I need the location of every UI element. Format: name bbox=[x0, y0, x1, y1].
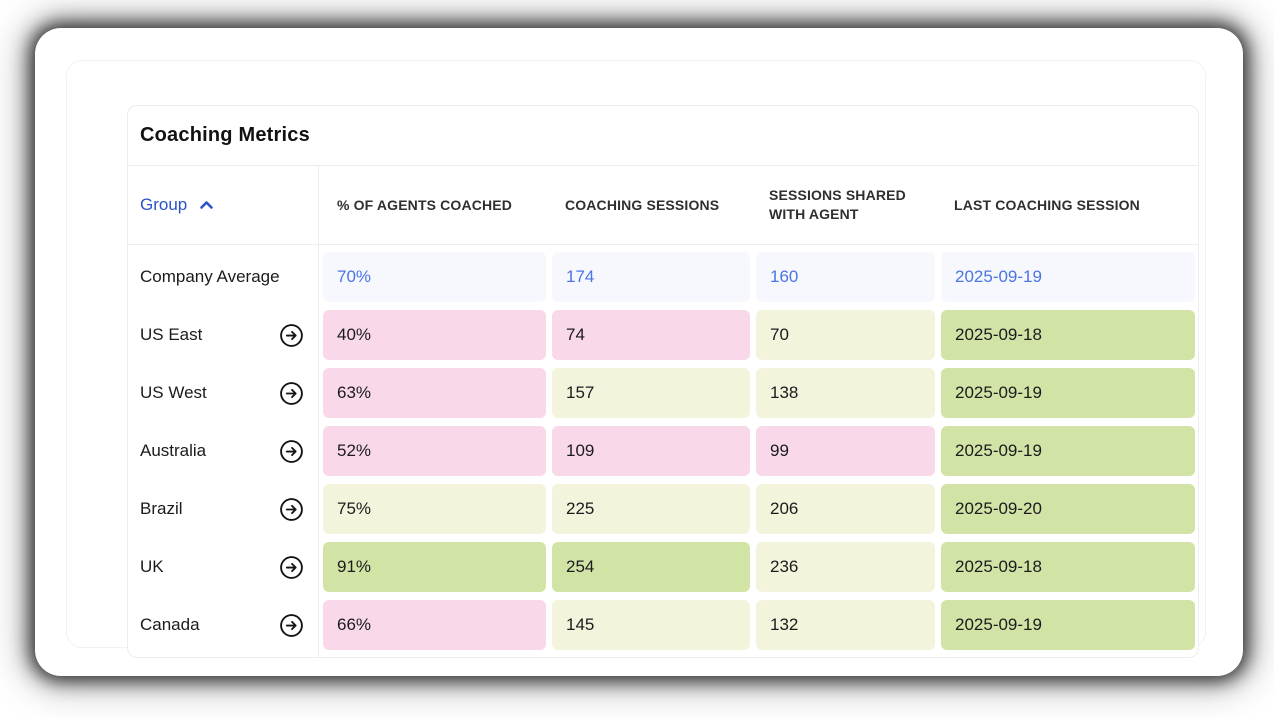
row-label: Brazil bbox=[140, 499, 183, 518]
arrow-circle-right-icon bbox=[279, 497, 303, 521]
metric-cell: 52% bbox=[323, 426, 546, 476]
metric-cell: 145 bbox=[552, 600, 750, 650]
row-label: US East bbox=[140, 325, 203, 344]
metric-cell: 138 bbox=[756, 368, 935, 418]
metric-cell: 74 bbox=[552, 310, 750, 360]
metric-cell: 66% bbox=[323, 600, 546, 650]
drilldown-button[interactable] bbox=[278, 612, 304, 638]
row-header: Canada bbox=[128, 600, 318, 650]
column-header-group[interactable]: Group bbox=[128, 195, 318, 215]
column-header-label: SESSIONS SHARED WITH AGENT bbox=[769, 187, 906, 222]
arrow-circle-right-icon bbox=[279, 613, 303, 637]
drilldown-button[interactable] bbox=[278, 380, 304, 406]
row-header: Australia bbox=[128, 426, 318, 476]
metric-cell: 63% bbox=[323, 368, 546, 418]
table-row: US West 63% 157 138 2025-09-19 bbox=[128, 368, 1198, 418]
metric-cell: 254 bbox=[552, 542, 750, 592]
column-header-last-session[interactable]: LAST COACHING SESSION bbox=[940, 196, 1198, 215]
column-header-sessions-shared[interactable]: SESSIONS SHARED WITH AGENT bbox=[755, 186, 940, 224]
row-label: UK bbox=[140, 557, 164, 576]
card-title-block: Coaching Metrics bbox=[128, 106, 1198, 166]
card-title: Coaching Metrics bbox=[140, 124, 310, 146]
metric-cell: 157 bbox=[552, 368, 750, 418]
table-row: Australia 52% 109 99 2025-09-19 bbox=[128, 426, 1198, 476]
table-row: Brazil 75% 225 206 2025-09-20 bbox=[128, 484, 1198, 534]
arrow-circle-right-icon bbox=[279, 555, 303, 579]
table-row: UK 91% 254 236 2025-09-18 bbox=[128, 542, 1198, 592]
row-header: Brazil bbox=[128, 484, 318, 534]
metric-cell: 160 bbox=[756, 252, 935, 302]
metric-cell: 75% bbox=[323, 484, 546, 534]
drilldown-button[interactable] bbox=[278, 496, 304, 522]
column-header-agents-coached[interactable]: % OF AGENTS COACHED bbox=[323, 196, 551, 215]
metric-cell: 2025-09-18 bbox=[941, 310, 1195, 360]
drilldown-button[interactable] bbox=[278, 322, 304, 348]
column-header-coaching-sessions[interactable]: COACHING SESSIONS bbox=[551, 196, 755, 215]
sort-ascending-icon bbox=[200, 201, 214, 209]
app-card: Coaching Metrics Group % OF AGENTS COACH… bbox=[35, 28, 1243, 676]
column-header-group-label: Group bbox=[140, 195, 188, 214]
metric-cell: 174 bbox=[552, 252, 750, 302]
drilldown-button[interactable] bbox=[278, 438, 304, 464]
metric-cell: 2025-09-19 bbox=[941, 426, 1195, 476]
table-row: US East 40% 74 70 2025-09-18 bbox=[128, 310, 1198, 360]
column-header-label: LAST COACHING SESSION bbox=[954, 196, 1140, 213]
table-body: Company Average 70% 174 160 2025-09-19 U… bbox=[128, 245, 1198, 650]
group-column-divider bbox=[318, 166, 319, 657]
metric-cell: 99 bbox=[756, 426, 935, 476]
row-header: Company Average bbox=[128, 252, 318, 302]
metric-cell: 2025-09-20 bbox=[941, 484, 1195, 534]
row-label: US West bbox=[140, 383, 207, 402]
metric-cell: 70 bbox=[756, 310, 935, 360]
metric-cell: 91% bbox=[323, 542, 546, 592]
row-label: Company Average bbox=[140, 267, 280, 286]
column-header-label: COACHING SESSIONS bbox=[565, 196, 720, 213]
metric-cell: 236 bbox=[756, 542, 935, 592]
metric-cell: 2025-09-19 bbox=[941, 252, 1195, 302]
arrow-circle-right-icon bbox=[279, 323, 303, 347]
metric-cell: 2025-09-19 bbox=[941, 368, 1195, 418]
column-header-label: % OF AGENTS COACHED bbox=[337, 196, 513, 213]
metric-cell: 206 bbox=[756, 484, 935, 534]
content-panel: Coaching Metrics Group % OF AGENTS COACH… bbox=[66, 60, 1206, 658]
table-row-company-average: Company Average 70% 174 160 2025-09-19 bbox=[128, 252, 1198, 302]
metric-cell: 2025-09-19 bbox=[941, 600, 1195, 650]
row-header: UK bbox=[128, 542, 318, 592]
arrow-circle-right-icon bbox=[279, 439, 303, 463]
row-label: Canada bbox=[140, 615, 200, 634]
coaching-metrics-card: Coaching Metrics Group % OF AGENTS COACH… bbox=[127, 105, 1199, 658]
table-row: Canada 66% 145 132 2025-09-19 bbox=[128, 600, 1198, 650]
row-header: US West bbox=[128, 368, 318, 418]
drilldown-button[interactable] bbox=[278, 554, 304, 580]
arrow-circle-right-icon bbox=[279, 381, 303, 405]
metric-cell: 70% bbox=[323, 252, 546, 302]
metric-cell: 132 bbox=[756, 600, 935, 650]
table-header-row: Group % OF AGENTS COACHED COACHING SESSI… bbox=[128, 166, 1198, 245]
row-header: US East bbox=[128, 310, 318, 360]
metric-cell: 225 bbox=[552, 484, 750, 534]
metric-cell: 2025-09-18 bbox=[941, 542, 1195, 592]
row-label: Australia bbox=[140, 441, 207, 460]
metric-cell: 109 bbox=[552, 426, 750, 476]
metric-cell: 40% bbox=[323, 310, 546, 360]
